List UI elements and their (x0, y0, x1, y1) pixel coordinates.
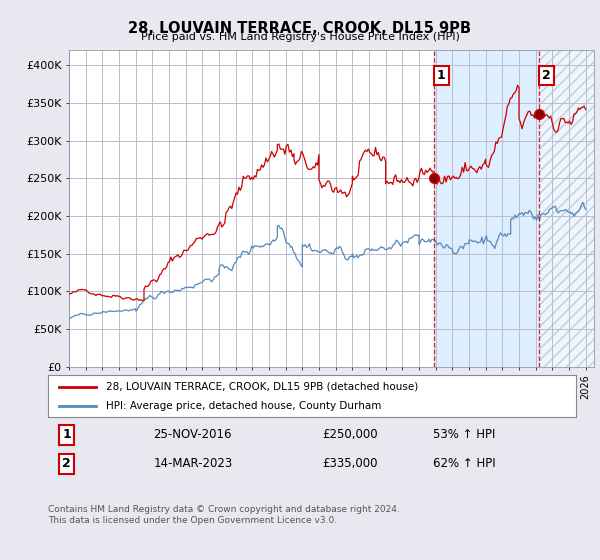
Text: £250,000: £250,000 (323, 428, 378, 441)
Bar (539, 50, 594, 367)
Text: 53% ↑ HPI: 53% ↑ HPI (433, 428, 496, 441)
Text: 28, LOUVAIN TERRACE, CROOK, DL15 9PB: 28, LOUVAIN TERRACE, CROOK, DL15 9PB (128, 21, 472, 36)
Text: 14-MAR-2023: 14-MAR-2023 (154, 457, 233, 470)
Text: Contains HM Land Registry data © Crown copyright and database right 2024.
This d: Contains HM Land Registry data © Crown c… (48, 505, 400, 525)
Text: £335,000: £335,000 (323, 457, 378, 470)
Text: HPI: Average price, detached house, County Durham: HPI: Average price, detached house, Coun… (106, 401, 382, 411)
Text: 62% ↑ HPI: 62% ↑ HPI (433, 457, 496, 470)
Bar (434, 50, 539, 367)
Text: 2: 2 (542, 69, 550, 82)
Text: 1: 1 (62, 428, 71, 441)
Text: 1: 1 (437, 69, 446, 82)
Bar (539, 50, 594, 367)
Text: 28, LOUVAIN TERRACE, CROOK, DL15 9PB (detached house): 28, LOUVAIN TERRACE, CROOK, DL15 9PB (de… (106, 381, 418, 391)
Bar (539, 50, 594, 367)
Text: 25-NOV-2016: 25-NOV-2016 (154, 428, 232, 441)
Text: Price paid vs. HM Land Registry's House Price Index (HPI): Price paid vs. HM Land Registry's House … (140, 32, 460, 42)
Text: 2: 2 (62, 457, 71, 470)
